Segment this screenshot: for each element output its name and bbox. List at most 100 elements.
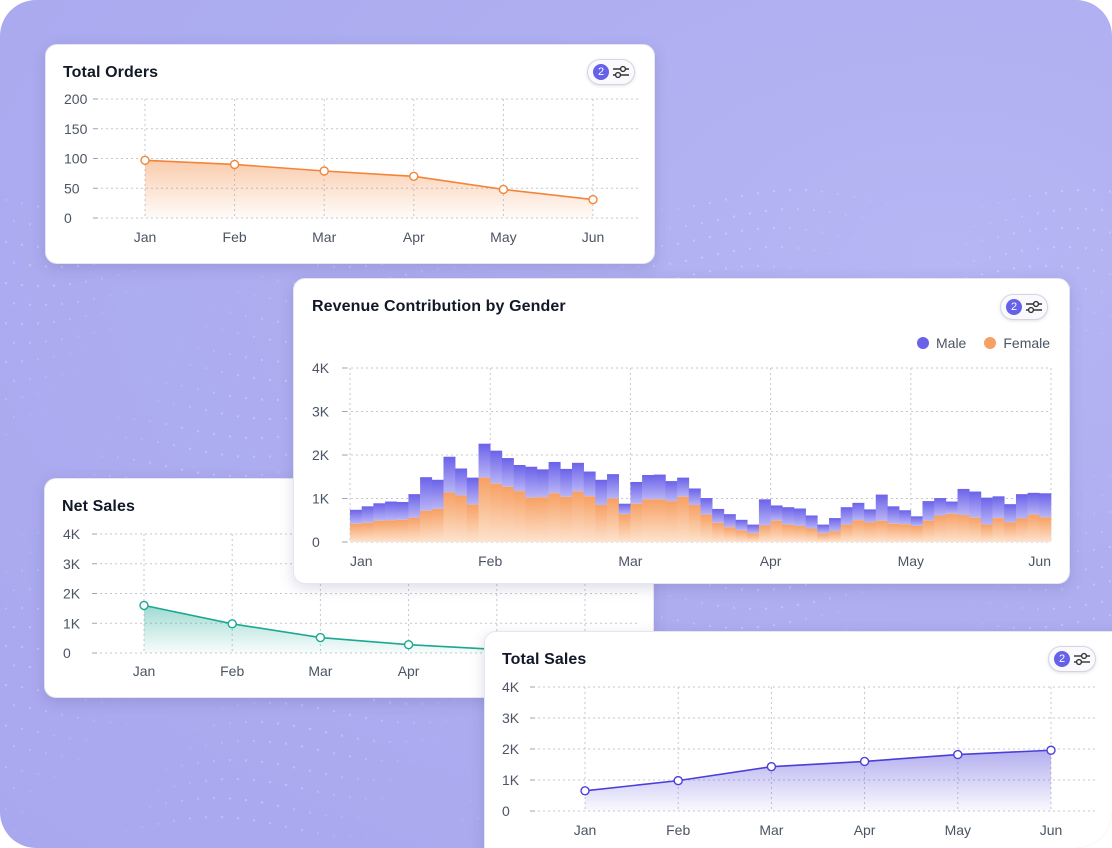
- series-area: [585, 750, 1051, 811]
- bg-dot: [252, 778, 256, 782]
- y-tick-label: 1K: [502, 772, 520, 788]
- bg-dot: [788, 621, 792, 624]
- bg-dot: [364, 757, 368, 761]
- bar-male: [793, 508, 806, 526]
- bg-dot: [140, 826, 144, 829]
- bg-dot: [1076, 227, 1080, 230]
- bg-dot: [12, 261, 16, 264]
- legend-item-male[interactable]: Male: [917, 335, 966, 351]
- bg-dot: [372, 699, 376, 702]
- bg-dot: [20, 727, 24, 730]
- bar-male: [455, 468, 468, 496]
- bg-dot: [116, 416, 120, 420]
- revenue-gender-card: Revenue Contribution by Gender 2 Male Fe…: [293, 278, 1070, 584]
- bg-dot: [844, 255, 848, 258]
- bar-male: [618, 503, 631, 515]
- bg-dot: [948, 615, 952, 619]
- bg-dot: [1108, 510, 1112, 514]
- bg-dot: [156, 399, 160, 403]
- bg-dot: [1084, 603, 1088, 607]
- bg-dot: [36, 358, 40, 361]
- bg-dot: [1020, 249, 1024, 253]
- bg-dot: [1076, 188, 1080, 192]
- bar-female: [700, 514, 713, 542]
- bg-dot: [4, 397, 8, 401]
- filter-button[interactable]: 2: [1048, 646, 1096, 672]
- bar-male: [571, 462, 584, 492]
- bg-dot: [44, 709, 48, 713]
- bg-dot: [364, 716, 368, 720]
- data-point: [139, 600, 149, 611]
- bg-dot: [220, 370, 224, 373]
- bar-female: [864, 522, 877, 542]
- bg-dot: [252, 739, 256, 743]
- legend-item-female[interactable]: Female: [984, 335, 1050, 351]
- bg-dot: [1052, 209, 1056, 213]
- bg-dot: [460, 819, 464, 822]
- y-tick-label: 0: [63, 645, 71, 661]
- bg-dot: [28, 413, 32, 416]
- bg-dot: [380, 759, 384, 762]
- bg-dot: [292, 808, 296, 811]
- filter-button[interactable]: 2: [587, 59, 635, 85]
- filter-button[interactable]: 2: [1000, 294, 1048, 320]
- x-tick-label: Feb: [220, 663, 244, 679]
- bg-dot: [172, 361, 176, 364]
- bg-dot: [132, 270, 136, 273]
- bg-dot: [300, 704, 304, 707]
- bg-dot: [804, 189, 808, 192]
- bg-dot: [724, 198, 728, 201]
- bg-dot: [12, 625, 16, 629]
- bg-dot: [148, 805, 152, 808]
- bg-dot: [180, 764, 184, 768]
- series-line: [584, 749, 1052, 792]
- bg-dot: [20, 686, 24, 689]
- bar-female: [992, 518, 1005, 542]
- bg-dot: [1076, 586, 1080, 589]
- bg-dot: [68, 282, 72, 286]
- bg-dot: [12, 704, 16, 707]
- bar-female: [420, 510, 433, 542]
- bg-dot: [396, 796, 400, 800]
- bar-female: [934, 515, 947, 542]
- bg-dot: [1108, 580, 1112, 583]
- bg-dot: [284, 783, 288, 787]
- data-point: [953, 749, 963, 760]
- bar-female: [910, 525, 923, 542]
- bg-dot: [236, 415, 240, 418]
- bg-dot: [84, 348, 88, 352]
- bg-dot: [404, 702, 408, 706]
- bg-dot: [44, 340, 48, 343]
- bg-dot: [428, 757, 432, 760]
- x-tick-label: May: [945, 822, 971, 838]
- bg-dot: [892, 587, 896, 591]
- bg-dot: [212, 307, 216, 311]
- bg-dot: [4, 281, 8, 285]
- bg-dot: [1092, 228, 1096, 232]
- bg-dot: [196, 471, 200, 474]
- bg-dot: [244, 436, 248, 439]
- bar-female: [396, 519, 409, 542]
- x-tick-label: Feb: [478, 553, 502, 569]
- bg-dot: [1084, 531, 1088, 535]
- bg-dot: [1020, 606, 1024, 610]
- bg-dot: [84, 454, 88, 458]
- bg-dot: [1012, 232, 1016, 235]
- bg-dot: [36, 814, 40, 817]
- x-tick-label: Apr: [398, 663, 420, 679]
- bg-dot: [140, 287, 144, 291]
- bar-male: [980, 497, 993, 525]
- bg-dot: [844, 593, 848, 597]
- bg-dot: [804, 269, 808, 272]
- bg-dot: [20, 283, 24, 287]
- bg-dot: [1068, 208, 1072, 211]
- bg-dot: [108, 328, 112, 331]
- bg-dot: [756, 264, 760, 268]
- bar-male: [887, 506, 900, 524]
- bg-dot: [740, 194, 744, 198]
- bg-dot: [196, 727, 200, 730]
- bar-female: [758, 525, 771, 542]
- bar-male: [1027, 492, 1040, 515]
- bg-dot: [244, 798, 248, 802]
- bg-dot: [148, 267, 152, 270]
